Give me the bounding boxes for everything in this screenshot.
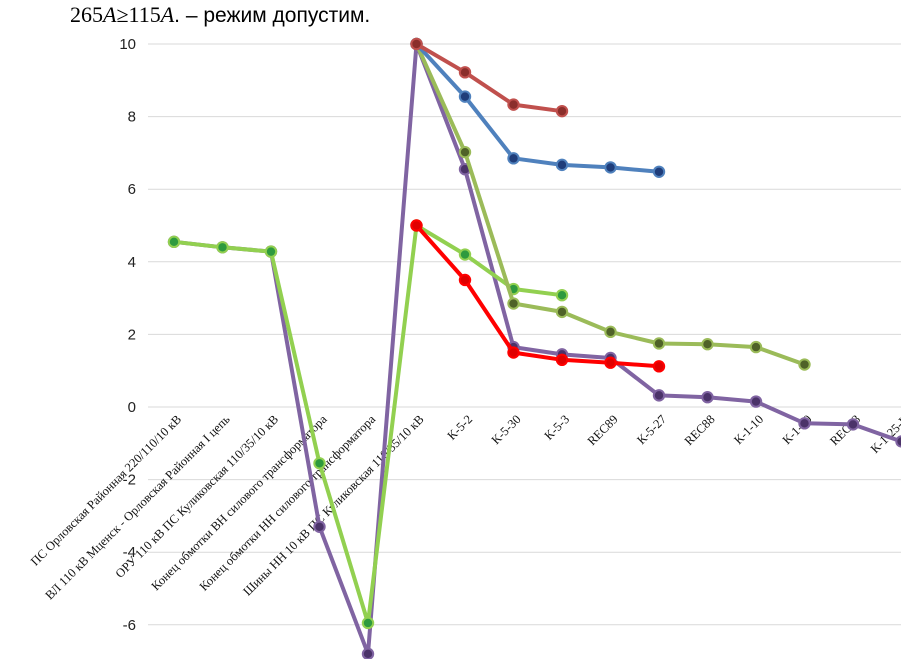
data-point — [507, 98, 520, 111]
x-tick-label: К-1-10 — [731, 412, 766, 447]
data-point — [361, 647, 375, 659]
data-point — [410, 219, 423, 232]
series-line — [172, 42, 901, 656]
data-point — [749, 395, 763, 408]
data-point — [555, 288, 569, 302]
y-tick-label: 10 — [119, 36, 136, 53]
data-point — [507, 297, 520, 310]
formula-operator: ≥ — [116, 2, 129, 27]
data-point — [604, 325, 617, 339]
condition-formula: 265A≥115A. – режим допустим. — [70, 2, 370, 32]
data-point — [604, 356, 617, 369]
x-tick-label: К-5-3 — [542, 412, 573, 443]
data-point — [361, 616, 375, 630]
data-point — [458, 273, 472, 287]
data-point — [652, 389, 666, 402]
data-point — [167, 235, 181, 249]
data-point — [701, 390, 714, 404]
data-point — [652, 337, 666, 350]
y-tick-label: -2 — [123, 472, 136, 489]
y-tick-label: -6 — [123, 617, 136, 634]
data-point — [701, 338, 714, 351]
data-point — [313, 520, 326, 533]
x-tick-label: REC83 — [827, 412, 863, 448]
series-line — [414, 223, 661, 369]
data-point — [555, 305, 569, 319]
series-line — [414, 42, 564, 114]
data-point — [798, 358, 811, 371]
data-point — [313, 457, 326, 470]
data-point — [555, 158, 569, 172]
data-point — [652, 165, 666, 178]
y-axis: -6 -4 -2 0 2 4 6 8 10 — [119, 36, 136, 634]
data-point — [216, 241, 229, 254]
x-tick-label: REC88 — [682, 412, 718, 448]
formula-lhs: 265A — [70, 2, 117, 27]
data-point — [604, 161, 617, 174]
formula-rhs: 115A — [128, 2, 175, 27]
data-point — [798, 417, 811, 430]
data-point — [846, 418, 860, 431]
series-layer — [167, 37, 901, 659]
x-tick-label: ВЛ 110 кВ Мценск - Орловская Районная I … — [42, 412, 232, 602]
data-point — [458, 66, 472, 79]
x-tick-label: К-1-30 — [780, 412, 815, 447]
gridlines — [148, 43, 901, 626]
data-point — [458, 145, 472, 159]
data-point — [555, 104, 569, 118]
formula-conclusion: . – режим допустим. — [174, 4, 371, 27]
series-olivegreen — [410, 37, 811, 371]
data-point — [652, 360, 666, 373]
y-tick-label: 0 — [128, 399, 136, 416]
data-point — [264, 245, 278, 258]
data-point — [895, 435, 901, 448]
series-line — [414, 42, 661, 174]
y-tick-label: 8 — [128, 109, 136, 126]
x-tick-label: К-5-2 — [445, 412, 476, 443]
x-tick-label: К-5-30 — [489, 412, 524, 447]
data-point — [507, 152, 520, 165]
y-tick-label: 6 — [128, 181, 136, 198]
data-point — [458, 90, 472, 103]
series-darkred — [410, 37, 569, 118]
data-point — [410, 37, 423, 51]
x-tick-label: К-5-27 — [634, 412, 669, 447]
y-tick-label: -4 — [123, 544, 136, 561]
series-red — [410, 219, 666, 373]
y-tick-label: 4 — [128, 254, 136, 271]
data-point — [555, 353, 569, 367]
x-tick-label: REC89 — [585, 412, 621, 448]
data-point — [458, 248, 472, 261]
data-point — [749, 340, 763, 354]
y-tick-label: 2 — [128, 326, 136, 343]
data-point — [507, 346, 520, 359]
